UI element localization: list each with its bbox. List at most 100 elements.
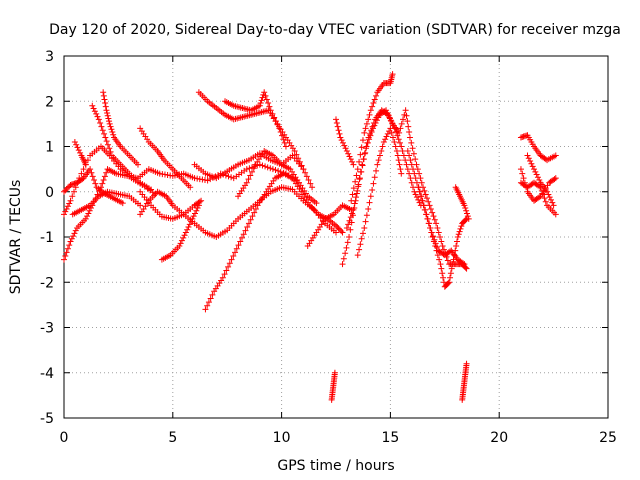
data-point xyxy=(195,202,202,209)
data-point xyxy=(547,196,554,203)
data-point xyxy=(413,179,420,186)
data-point xyxy=(433,243,440,250)
data-point xyxy=(361,224,368,231)
data-point xyxy=(235,242,242,249)
data-point xyxy=(71,230,78,237)
data-point xyxy=(550,202,557,209)
data-point xyxy=(263,96,270,103)
data-point xyxy=(389,71,396,78)
data-point xyxy=(430,213,437,220)
data-point xyxy=(528,160,535,167)
data-point xyxy=(410,150,417,157)
data-point xyxy=(352,178,359,185)
data-point xyxy=(256,102,263,109)
gridlines xyxy=(64,56,608,418)
data-point xyxy=(259,94,266,101)
data-point xyxy=(219,274,226,281)
data-point xyxy=(542,198,549,205)
data-point xyxy=(398,120,405,127)
data-point xyxy=(388,129,395,136)
data-point xyxy=(462,216,469,223)
data-point xyxy=(552,211,559,218)
data-point xyxy=(536,194,543,201)
data-point xyxy=(98,123,105,130)
data-point xyxy=(371,174,378,181)
data-point xyxy=(101,130,108,137)
data-point xyxy=(338,137,345,144)
data-point xyxy=(305,176,312,183)
data-point xyxy=(89,173,96,180)
data-point xyxy=(371,122,378,129)
data-point xyxy=(221,271,228,278)
data-point xyxy=(462,264,469,271)
data-point xyxy=(461,202,468,209)
data-point xyxy=(541,195,548,202)
data-point xyxy=(406,134,413,141)
data-point xyxy=(70,233,77,240)
data-point xyxy=(454,234,461,240)
data-point xyxy=(100,92,107,99)
data-point xyxy=(431,236,438,243)
y-tick-label: -5 xyxy=(40,411,54,427)
data-point xyxy=(385,112,392,119)
data-point xyxy=(524,152,531,159)
data-point xyxy=(365,116,372,123)
data-point xyxy=(425,198,432,205)
data-point xyxy=(546,194,553,201)
y-axis-label: SDTVAR / TECUs xyxy=(8,180,24,295)
data-point xyxy=(87,166,94,173)
data-point xyxy=(78,170,85,177)
series-arc-15 xyxy=(235,148,320,207)
data-point xyxy=(82,161,89,168)
data-point xyxy=(418,193,425,200)
data-point xyxy=(249,213,256,220)
data-point xyxy=(552,175,559,182)
data-point xyxy=(106,145,113,152)
data-point xyxy=(340,255,347,262)
data-point xyxy=(361,129,368,136)
data-point xyxy=(421,187,428,194)
data-point xyxy=(446,279,453,286)
data-point xyxy=(358,235,365,242)
data-point xyxy=(291,148,298,155)
y-tick-label: -2 xyxy=(40,275,54,291)
data-point xyxy=(362,149,369,156)
data-point xyxy=(406,129,413,136)
data-point xyxy=(525,155,532,162)
data-point xyxy=(400,116,407,123)
data-point xyxy=(102,100,109,107)
data-point xyxy=(531,166,538,173)
data-point xyxy=(271,114,278,121)
data-point xyxy=(74,144,81,151)
data-point xyxy=(104,112,111,119)
data-point xyxy=(204,302,211,309)
data-point xyxy=(431,216,438,223)
data-point xyxy=(103,107,110,114)
y-tick-label: -4 xyxy=(40,366,54,382)
data-point xyxy=(137,202,144,209)
data-point xyxy=(180,234,187,241)
data-point xyxy=(367,107,374,114)
data-point xyxy=(228,174,235,181)
data-point xyxy=(67,238,74,245)
data-point xyxy=(64,184,71,191)
data-point xyxy=(335,127,342,134)
data-point xyxy=(399,148,406,155)
data-point xyxy=(240,231,247,238)
series-arc-26 xyxy=(452,184,472,222)
series-arc-23 xyxy=(354,125,405,259)
data-point xyxy=(69,193,76,200)
data-point xyxy=(433,220,440,227)
data-point xyxy=(202,306,209,313)
data-point xyxy=(373,167,380,174)
data-point xyxy=(411,170,418,177)
data-point xyxy=(369,103,376,110)
data-point xyxy=(63,205,70,212)
chart-title: Day 120 of 2020, Sidereal Day-to-day VTE… xyxy=(49,22,621,38)
data-point xyxy=(107,123,114,130)
data-point xyxy=(462,205,469,212)
data-point xyxy=(89,102,96,109)
data-point xyxy=(427,205,434,212)
series-arc-25 xyxy=(415,184,468,268)
data-point xyxy=(77,149,84,156)
